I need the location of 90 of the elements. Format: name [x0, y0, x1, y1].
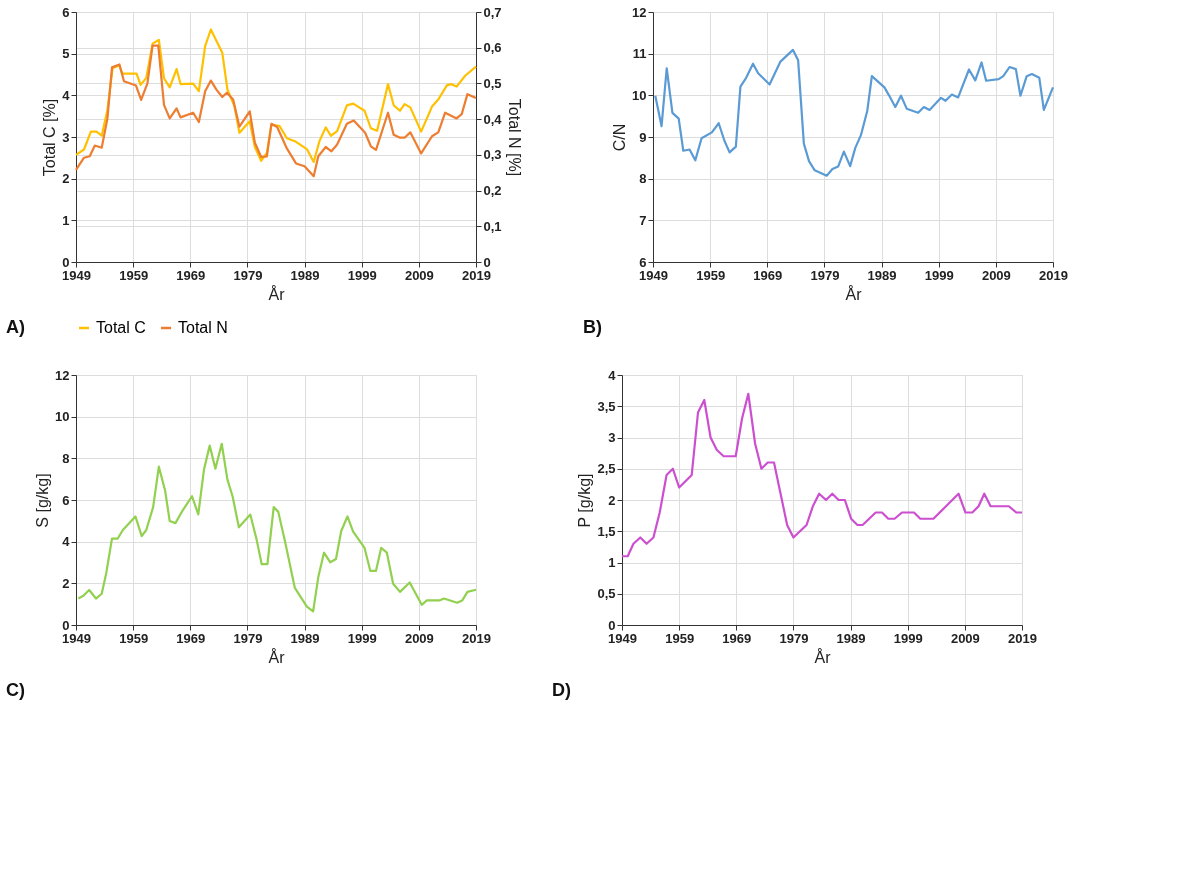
- y-tick-label: 0: [62, 617, 70, 633]
- y-tick-label: 6: [62, 492, 70, 508]
- x-tick-label: 1999: [924, 267, 954, 283]
- y2-tick-label: 0,1: [483, 218, 502, 234]
- y-tick-label: 2: [608, 492, 616, 508]
- y-tick-label: 12: [632, 4, 647, 20]
- y-tick-label: 7: [639, 212, 647, 228]
- y-tick-label: 0,5: [597, 586, 616, 602]
- x-tick-label: 2019: [462, 267, 491, 283]
- y-tick-label: 10: [55, 409, 70, 425]
- x-tick-label: 1949: [639, 267, 668, 283]
- y-tick-label: 5: [62, 46, 70, 62]
- line-series: [77, 442, 478, 613]
- x-tick-label: 1959: [696, 267, 726, 283]
- x-tick-label: 1989: [867, 267, 897, 283]
- x-tick-label: 1969: [176, 267, 206, 283]
- x-tick-label: 1949: [62, 267, 91, 283]
- legend-label: Total N: [178, 319, 228, 336]
- y-tick-label: 6: [62, 4, 70, 20]
- y2-tick-label: 0,2: [483, 183, 502, 199]
- x-tick-label: 1969: [176, 630, 206, 646]
- y2-tick-label: 0,7: [483, 4, 502, 20]
- y-tick-label: 9: [639, 129, 647, 145]
- y-tick-label: 0: [62, 254, 70, 270]
- y-axis-title: C/N: [611, 123, 629, 152]
- y-tick-label: 12: [55, 367, 70, 383]
- x-tick-label: 1989: [290, 267, 320, 283]
- x-tick-label: 1959: [119, 630, 149, 646]
- x-axis-title: År: [268, 284, 286, 303]
- x-tick-label: 1999: [893, 630, 923, 646]
- y-tick-label: 3,5: [597, 398, 616, 414]
- y2-tick-label: 0,3: [483, 147, 502, 163]
- y-tick-label: 3: [608, 430, 616, 445]
- y-tick-label: 1: [62, 212, 70, 228]
- x-tick-label: 1989: [290, 630, 320, 646]
- y2-tick-label: 0,5: [483, 75, 502, 91]
- y-tick-label: 2: [62, 575, 70, 591]
- y-axis-title: Total C [%]: [41, 98, 59, 177]
- y-axis-title: S [g/kg]: [34, 473, 52, 528]
- x-tick-label: 2009: [981, 267, 1011, 283]
- y-tick-label: 6: [639, 254, 647, 270]
- y-tick-label: 2,5: [597, 461, 616, 477]
- y-tick-label: 8: [62, 450, 70, 466]
- x-axis-title: År: [845, 284, 863, 303]
- legend-label: Total C: [96, 319, 146, 336]
- y-tick-label: 8: [639, 171, 647, 187]
- x-tick-label: 1949: [62, 630, 91, 646]
- text: C): [6, 680, 25, 700]
- y-tick-label: 11: [632, 46, 647, 62]
- x-tick-label: 1979: [233, 630, 263, 646]
- x-tick-label: 1959: [119, 267, 149, 283]
- y-tick-label: 1: [608, 555, 616, 570]
- x-tick-label: 1999: [347, 630, 377, 646]
- line-series: [74, 44, 478, 178]
- x-tick-label: 1969: [722, 630, 752, 646]
- x-tick-label: 2009: [404, 630, 434, 646]
- x-tick-label: 1969: [753, 267, 783, 283]
- x-tick-label: 2019: [462, 630, 491, 646]
- y-tick-label: 4: [62, 534, 71, 550]
- y2-tick-label: 0: [483, 254, 491, 270]
- x-axis-title: År: [268, 647, 286, 666]
- x-tick-label: 2009: [404, 267, 434, 283]
- text: D): [552, 680, 571, 700]
- x-tick-label: 1979: [779, 630, 809, 646]
- y2-tick-label: 0,4: [483, 111, 503, 127]
- y-tick-label: 3: [62, 129, 70, 145]
- y-tick-label: 4: [608, 367, 617, 383]
- line-series: [74, 28, 478, 164]
- x-tick-label: 1999: [347, 267, 377, 283]
- x-tick-label: 1959: [665, 630, 695, 646]
- text: B): [583, 317, 602, 337]
- y2-tick-label: 0,6: [483, 40, 502, 56]
- y-tick-label: 0: [608, 617, 616, 633]
- y-axis-title: P [g/kg]: [576, 473, 594, 528]
- x-tick-label: 2019: [1008, 630, 1037, 646]
- line-series: [620, 392, 1024, 558]
- text: A): [6, 317, 25, 337]
- y-tick-label: 10: [632, 87, 647, 103]
- x-tick-label: 1949: [608, 630, 637, 646]
- y-tick-label: 2: [62, 171, 70, 187]
- x-tick-label: 2019: [1039, 267, 1068, 283]
- y-tick-label: 1,5: [597, 523, 616, 539]
- x-tick-label: 1979: [810, 267, 840, 283]
- x-tick-label: 1989: [836, 630, 866, 646]
- x-tick-label: 2009: [950, 630, 980, 646]
- x-axis-title: År: [814, 647, 832, 666]
- y-tick-label: 4: [62, 87, 71, 103]
- x-tick-label: 1979: [233, 267, 263, 283]
- line-series: [654, 48, 1055, 177]
- y2-axis-title: Total N [%]: [505, 98, 523, 177]
